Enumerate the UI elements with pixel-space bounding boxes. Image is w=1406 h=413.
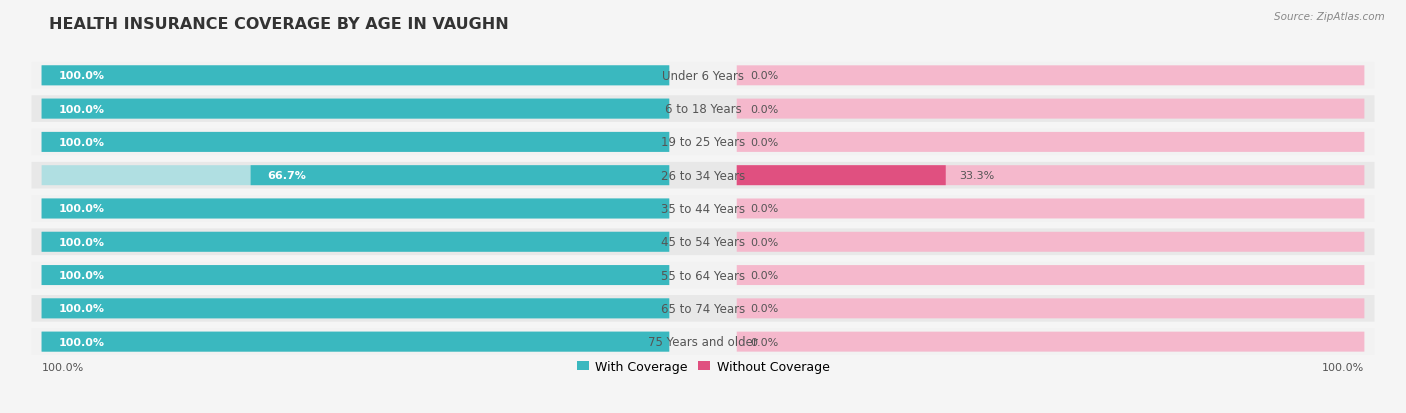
Text: Source: ZipAtlas.com: Source: ZipAtlas.com: [1274, 12, 1385, 22]
FancyBboxPatch shape: [31, 96, 1375, 123]
Text: Under 6 Years: Under 6 Years: [662, 70, 744, 83]
Text: 55 to 64 Years: 55 to 64 Years: [661, 269, 745, 282]
FancyBboxPatch shape: [31, 196, 1375, 222]
FancyBboxPatch shape: [31, 63, 1375, 89]
FancyBboxPatch shape: [31, 295, 1375, 322]
Text: 19 to 25 Years: 19 to 25 Years: [661, 136, 745, 149]
FancyBboxPatch shape: [42, 232, 669, 252]
FancyBboxPatch shape: [42, 299, 669, 318]
FancyBboxPatch shape: [42, 133, 669, 152]
Text: 0.0%: 0.0%: [751, 204, 779, 214]
FancyBboxPatch shape: [737, 66, 1364, 86]
Text: HEALTH INSURANCE COVERAGE BY AGE IN VAUGHN: HEALTH INSURANCE COVERAGE BY AGE IN VAUG…: [49, 17, 509, 31]
FancyBboxPatch shape: [31, 129, 1375, 156]
Text: 0.0%: 0.0%: [751, 271, 779, 280]
Text: 0.0%: 0.0%: [751, 337, 779, 347]
Text: 0.0%: 0.0%: [751, 237, 779, 247]
FancyBboxPatch shape: [42, 266, 669, 285]
FancyBboxPatch shape: [42, 332, 669, 352]
FancyBboxPatch shape: [737, 166, 946, 186]
Text: 100.0%: 100.0%: [59, 271, 104, 280]
Text: 100.0%: 100.0%: [59, 304, 104, 313]
Text: 100.0%: 100.0%: [59, 204, 104, 214]
FancyBboxPatch shape: [31, 162, 1375, 189]
Text: 66.7%: 66.7%: [267, 171, 307, 181]
Text: 0.0%: 0.0%: [751, 304, 779, 313]
FancyBboxPatch shape: [737, 100, 1364, 119]
Text: 26 to 34 Years: 26 to 34 Years: [661, 169, 745, 182]
Text: 0.0%: 0.0%: [751, 104, 779, 114]
FancyBboxPatch shape: [737, 232, 1364, 252]
FancyBboxPatch shape: [42, 166, 669, 186]
FancyBboxPatch shape: [250, 166, 669, 186]
Text: 45 to 54 Years: 45 to 54 Years: [661, 236, 745, 249]
Text: 65 to 74 Years: 65 to 74 Years: [661, 302, 745, 315]
Text: 100.0%: 100.0%: [59, 71, 104, 81]
Text: 6 to 18 Years: 6 to 18 Years: [665, 103, 741, 116]
FancyBboxPatch shape: [42, 199, 669, 219]
FancyBboxPatch shape: [42, 232, 669, 252]
FancyBboxPatch shape: [737, 166, 1364, 186]
FancyBboxPatch shape: [737, 332, 1364, 352]
FancyBboxPatch shape: [737, 299, 1364, 318]
FancyBboxPatch shape: [42, 133, 669, 152]
Text: 100.0%: 100.0%: [59, 138, 104, 147]
Legend: With Coverage, Without Coverage: With Coverage, Without Coverage: [572, 356, 834, 378]
Text: 33.3%: 33.3%: [959, 171, 994, 181]
FancyBboxPatch shape: [42, 266, 669, 285]
FancyBboxPatch shape: [737, 266, 1364, 285]
Text: 100.0%: 100.0%: [59, 337, 104, 347]
FancyBboxPatch shape: [42, 100, 669, 119]
FancyBboxPatch shape: [737, 199, 1364, 219]
FancyBboxPatch shape: [42, 66, 669, 86]
Text: 75 Years and older: 75 Years and older: [648, 335, 758, 348]
Text: 100.0%: 100.0%: [59, 237, 104, 247]
FancyBboxPatch shape: [42, 299, 669, 318]
Text: 100.0%: 100.0%: [42, 362, 84, 372]
FancyBboxPatch shape: [42, 199, 669, 219]
Text: 0.0%: 0.0%: [751, 138, 779, 147]
FancyBboxPatch shape: [42, 332, 669, 352]
FancyBboxPatch shape: [31, 229, 1375, 256]
Text: 100.0%: 100.0%: [59, 104, 104, 114]
Text: 0.0%: 0.0%: [751, 71, 779, 81]
FancyBboxPatch shape: [42, 100, 669, 119]
FancyBboxPatch shape: [31, 328, 1375, 355]
FancyBboxPatch shape: [42, 66, 669, 86]
Text: 35 to 44 Years: 35 to 44 Years: [661, 202, 745, 216]
Text: 100.0%: 100.0%: [1322, 362, 1364, 372]
FancyBboxPatch shape: [31, 262, 1375, 289]
FancyBboxPatch shape: [737, 133, 1364, 152]
